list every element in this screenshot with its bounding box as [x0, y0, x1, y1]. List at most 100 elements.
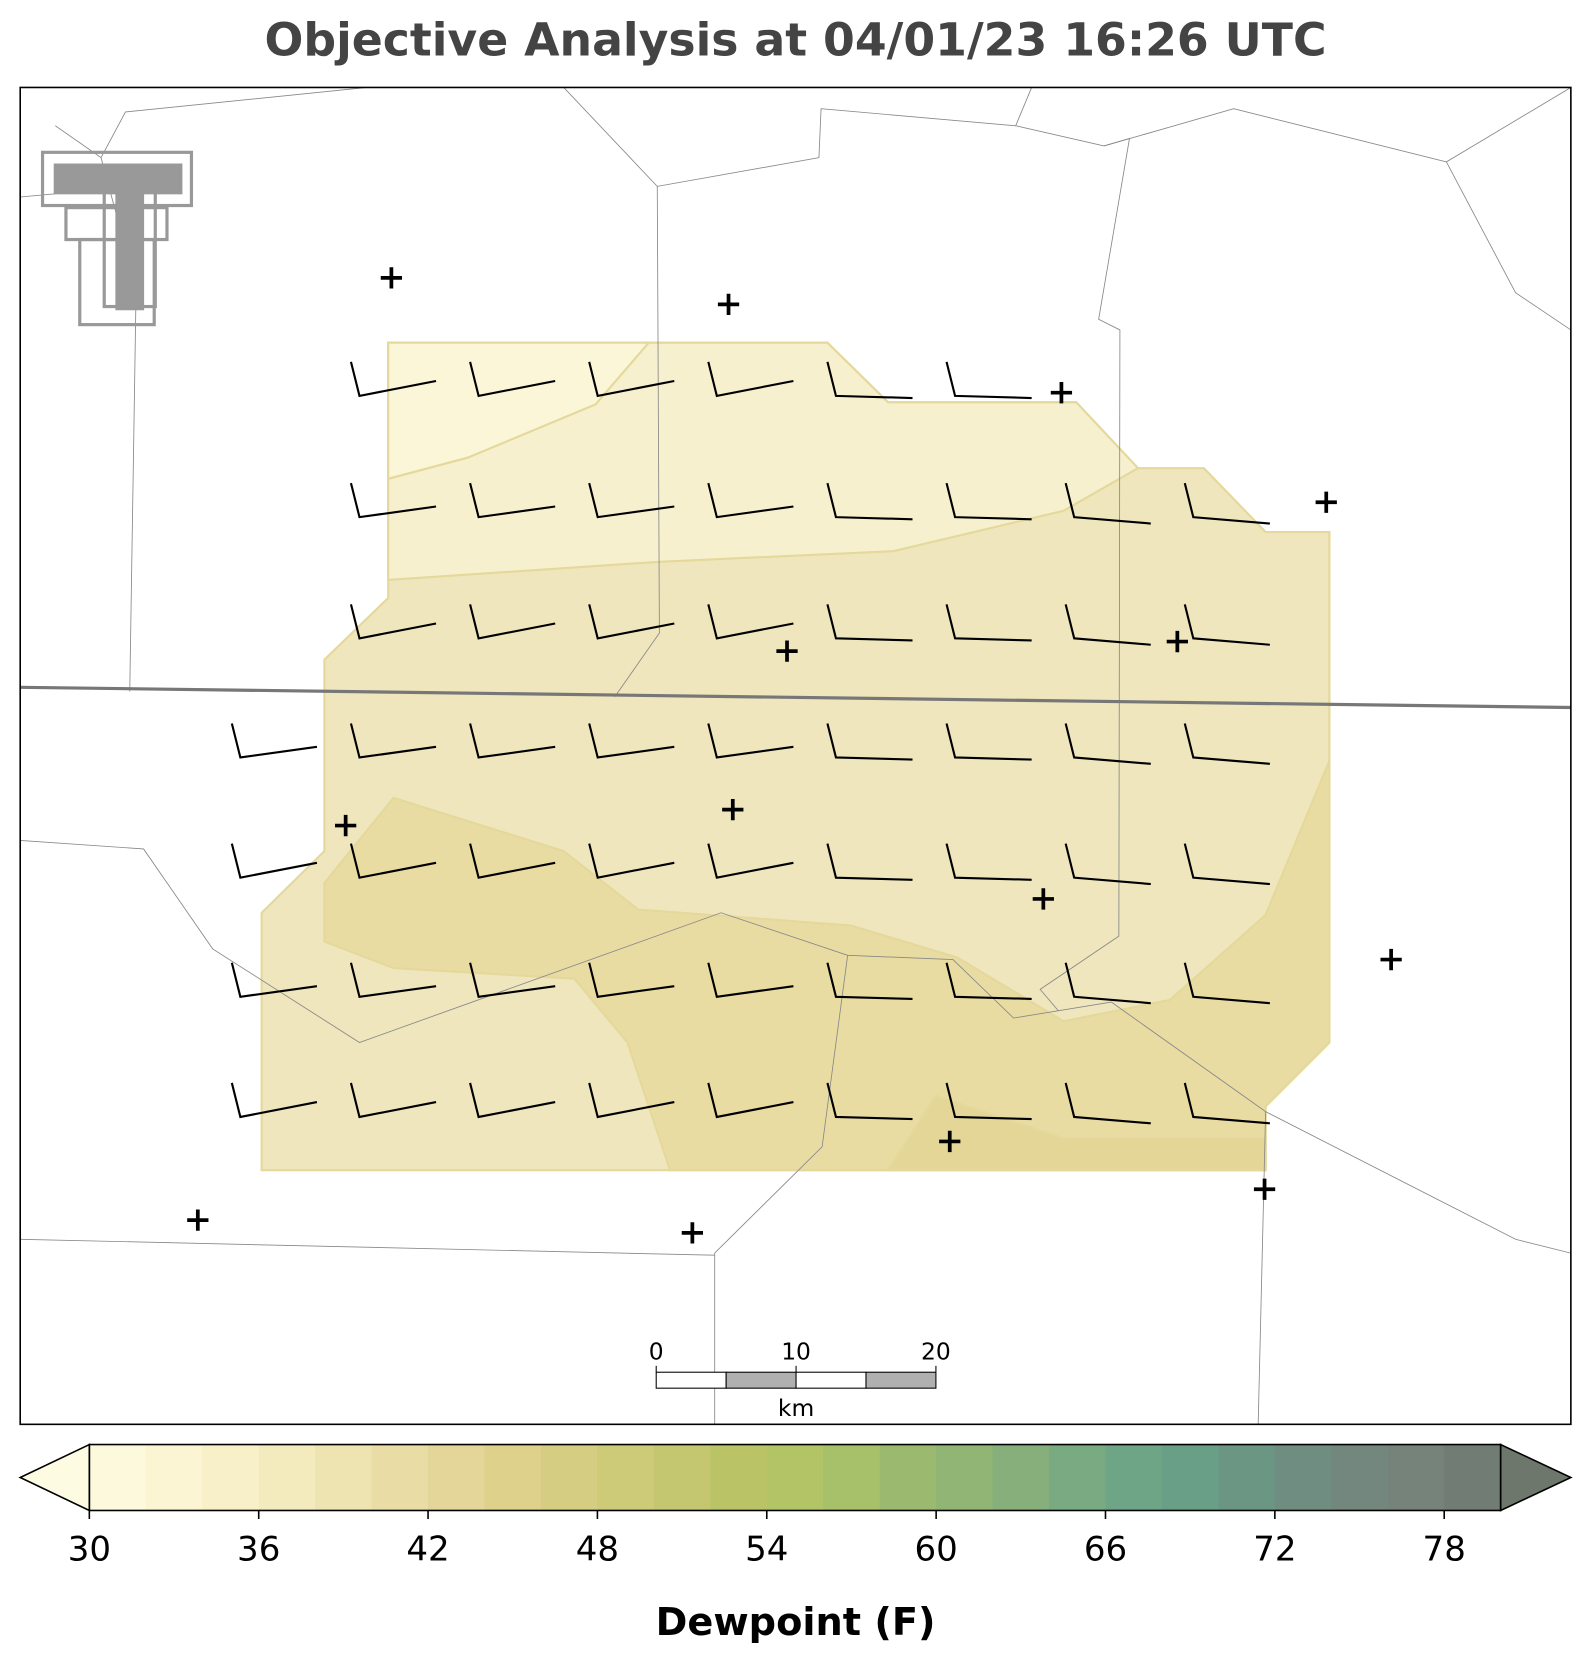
- title: Objective Analysis at 04/01/23 16:26 UTC: [265, 13, 1327, 66]
- wind-barb: [945, 843, 1032, 881]
- wind-barb: [469, 482, 556, 519]
- state-border: [20, 685, 1571, 710]
- wind-barb: [826, 723, 913, 761]
- wind-barb: [1183, 843, 1270, 886]
- wind-barb: [1183, 482, 1270, 525]
- county-border: [1257, 1111, 1267, 1425]
- station-marker: [717, 293, 740, 316]
- station-marker: [380, 267, 403, 289]
- station-marker: [1166, 630, 1188, 653]
- scale-bar-label: 20: [921, 1338, 951, 1366]
- wind-barb: [707, 361, 794, 398]
- logo: [40, 150, 194, 327]
- wind-barb: [1064, 1082, 1151, 1125]
- station-marker: [722, 798, 744, 821]
- wind-barb: [826, 604, 913, 642]
- wind-barb: [707, 843, 794, 879]
- county-border: [55, 87, 367, 159]
- wind-barb: [945, 482, 1032, 521]
- station-marker: [187, 1209, 209, 1231]
- wind-barb: [588, 843, 675, 879]
- colorbar-segment: [89, 1444, 147, 1511]
- colorbar-segment: [1274, 1444, 1332, 1511]
- county-border: [20, 193, 56, 198]
- wind-barb: [230, 843, 318, 879]
- dewpoint-contour-fill: [323, 760, 1331, 1172]
- station-marker: [335, 814, 357, 837]
- wind-barb: [588, 1082, 675, 1119]
- wind-barb: [230, 723, 318, 759]
- colorbar-segment: [145, 1444, 203, 1511]
- colorbar-segment: [202, 1444, 260, 1511]
- station-marker: [1315, 491, 1337, 513]
- wind-barb: [1183, 604, 1270, 646]
- wind-barb: [945, 962, 1032, 1000]
- county-border: [563, 87, 660, 698]
- county-border: [1015, 87, 1572, 163]
- wind-barb: [826, 1082, 913, 1121]
- scale-bar-segment: [795, 1371, 867, 1389]
- colorbar-segment: [484, 1444, 542, 1511]
- colorbar-tick-label: 78: [1423, 1529, 1466, 1569]
- colorbar-label: Dewpoint (F): [656, 1600, 936, 1645]
- station-marker: [1050, 382, 1073, 404]
- scale-bar-unit: km: [778, 1394, 814, 1422]
- wind-barb: [230, 962, 318, 998]
- colorbar-segment: [1218, 1444, 1276, 1511]
- wind-barb: [469, 1082, 556, 1119]
- wind-barb: [707, 723, 794, 759]
- wind-barb: [588, 361, 675, 398]
- wind-barb: [945, 1082, 1032, 1121]
- colorbar-tick-label: 72: [1253, 1529, 1296, 1569]
- wind-barb: [349, 361, 437, 398]
- wind-barb: [826, 962, 913, 1000]
- wind-barb: [1064, 843, 1151, 886]
- colorbar-segment: [1331, 1444, 1389, 1511]
- wind-barb: [945, 604, 1032, 642]
- wind-barb: [349, 1082, 437, 1119]
- colorbar-tick-label: 60: [914, 1529, 957, 1569]
- colorbar-segment: [766, 1444, 824, 1511]
- colorbar-segment: [1049, 1444, 1107, 1511]
- map-area: [20, 87, 1572, 1425]
- wind-barb: [1064, 604, 1151, 646]
- station-marker: [776, 640, 798, 662]
- colorbar-tick-label: 30: [68, 1529, 111, 1569]
- county-border: [20, 1238, 715, 1256]
- station-marker: [1253, 1178, 1276, 1200]
- logo-part: [115, 190, 145, 311]
- dewpoint-contour-fill: [886, 1094, 1267, 1172]
- colorbar-tick-label: 36: [237, 1529, 280, 1569]
- wind-barb: [826, 361, 913, 400]
- colorbar-segment: [653, 1444, 711, 1511]
- wind-barb: [469, 962, 556, 998]
- wind-barb: [1064, 482, 1151, 525]
- map-frame: [19, 86, 1572, 1426]
- scale-bar-label: 10: [781, 1338, 811, 1366]
- scale-bar-label: 0: [649, 1338, 664, 1366]
- wind-barb: [826, 843, 913, 881]
- wind-barb: [588, 604, 675, 640]
- colorbar-segment: [371, 1444, 429, 1511]
- wind-barb: [349, 843, 437, 879]
- wind-barb: [349, 962, 437, 998]
- colorbar-segment: [428, 1444, 486, 1511]
- wind-barb: [469, 843, 556, 879]
- station-marker: [1032, 888, 1054, 910]
- wind-barb: [707, 482, 794, 519]
- wind-barb: [349, 482, 437, 519]
- wind-barb: [1183, 1082, 1270, 1125]
- county-border: [657, 87, 1033, 187]
- wind-barb: [826, 482, 913, 521]
- colorbar-tick-label: 48: [576, 1529, 619, 1569]
- wind-barb: [1183, 723, 1270, 765]
- wind-barb: [469, 604, 556, 640]
- station-marker: [681, 1222, 704, 1244]
- colorbar-segment: [710, 1444, 768, 1511]
- colorbar-frame: [88, 1443, 1502, 1512]
- colorbar-segment: [258, 1444, 316, 1511]
- wind-barb: [1064, 723, 1151, 765]
- colorbar-segment: [1444, 1444, 1502, 1511]
- colorbar-segment: [823, 1444, 881, 1511]
